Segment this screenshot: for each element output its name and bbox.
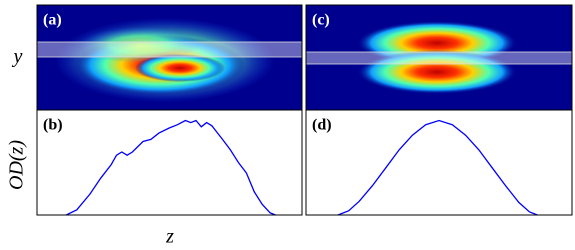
x-axis-label: z (165, 226, 174, 248)
plot-area (306, 110, 572, 215)
heatmap-blob (135, 54, 225, 82)
y-axis-label: OD(z) (6, 140, 28, 190)
heatmap-blob (80, 27, 200, 63)
heatmap-blob (357, 50, 517, 94)
plot-area (37, 110, 302, 215)
selection-band (36, 41, 303, 58)
panel-label: (b) (43, 117, 63, 134)
panel-label: (c) (312, 12, 330, 29)
panel-label: (a) (43, 12, 62, 29)
panel-border (36, 109, 303, 216)
selection-band (305, 51, 573, 65)
panel-border (305, 109, 573, 216)
panel-label: (d) (312, 117, 332, 134)
od-curve (337, 119, 538, 216)
od-curve (65, 119, 276, 216)
y-axis-label: y (12, 46, 23, 68)
